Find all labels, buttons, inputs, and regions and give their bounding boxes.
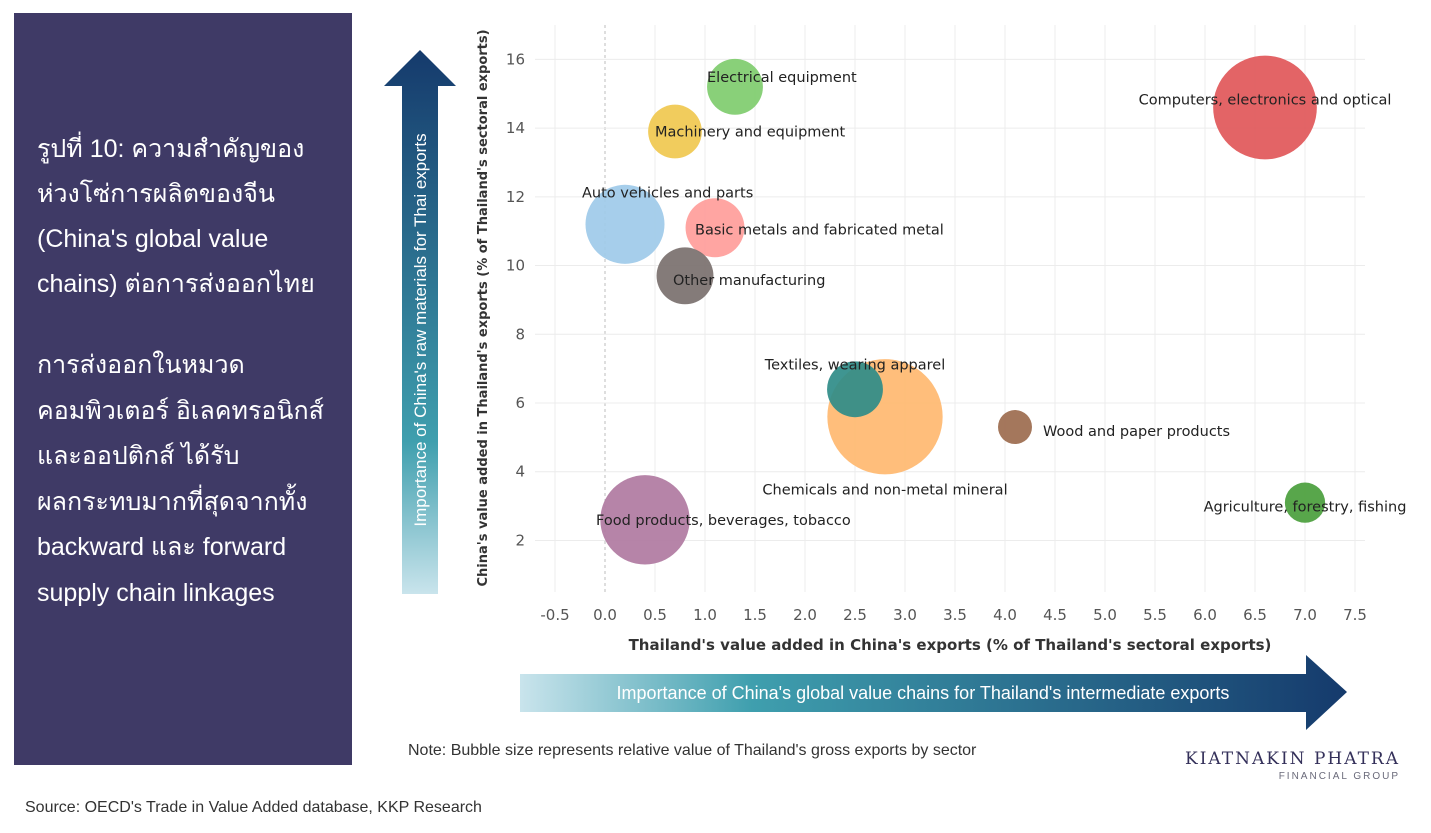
bubble (827, 361, 883, 418)
vertical-arrow: Importance of China's raw materials for … (384, 50, 456, 594)
x-tick-label: 3.0 (893, 606, 917, 624)
horizontal-arrow: Importance of China's global value chain… (520, 655, 1347, 730)
logo-wordmark: KIATNAKIN PHATRA (1185, 749, 1400, 769)
bubble (648, 104, 702, 159)
figure-title-line: ห่วงโซ่การผลิตของจีน (37, 180, 275, 208)
figure-description: การส่งออกในหมวด คอมพิวเตอร์ อิเลคทรอนิกส… (37, 343, 334, 616)
figure-title-line: (China's global value (37, 225, 269, 253)
x-tick-label: 7.5 (1343, 606, 1367, 624)
figure-description-line: supply chain linkages (37, 578, 275, 607)
bubble-label: Computers, electronics and optical (1139, 92, 1392, 108)
x-tick-label: 1.0 (693, 606, 717, 624)
horizontal-arrow-shape (520, 655, 1347, 730)
y-axis-title: China's value added in Thailand's export… (476, 29, 491, 586)
x-tick-label: 1.5 (743, 606, 767, 624)
logo-subtitle: FINANCIAL GROUP (1278, 771, 1400, 782)
y-tick-label: 2 (515, 531, 525, 549)
bubble-label: Textiles, wearing apparel (764, 357, 946, 373)
x-tick-label: -0.5 (540, 606, 569, 624)
bubble-label: Chemicals and non-metal mineral (762, 483, 1007, 499)
y-tick-label: 10 (506, 257, 525, 275)
source-note: Source: OECD's Trade in Value Added data… (25, 799, 482, 816)
bubble-label: Basic metals and fabricated metal (695, 223, 944, 239)
x-tick-label: 0.5 (643, 606, 667, 624)
bubble-label: Agriculture, forestry, fishing (1204, 500, 1407, 516)
y-tick-label: 6 (515, 394, 525, 412)
bubble (685, 198, 745, 258)
y-tick-label: 12 (506, 188, 525, 206)
bubble-label: Food products, beverages, tobacco (596, 513, 851, 529)
x-tick-label: 6.0 (1193, 606, 1217, 624)
y-tick-label: 8 (515, 325, 525, 343)
bubble (600, 475, 690, 565)
bubble-label: Electrical equipment (707, 70, 857, 86)
figure-description-line: และออปติกส์ ได้รับ (37, 442, 240, 470)
x-tick-label: 5.0 (1093, 606, 1117, 624)
bubble (1284, 482, 1326, 523)
x-tick-label: 5.5 (1143, 606, 1167, 624)
x-tick-label: 6.5 (1243, 606, 1267, 624)
bubble (998, 410, 1032, 445)
y-tick-label: 4 (515, 463, 525, 481)
figure-description-line: ผลกระทบมากที่สุดจากทั้ง (37, 487, 308, 516)
x-tick-label: 0.0 (593, 606, 617, 624)
bubble (707, 58, 763, 115)
figure-title-line: chains) ต่อการส่งออกไทย (37, 270, 315, 298)
bubble (1213, 55, 1317, 160)
figure-description-line: การส่งออกในหมวด (37, 351, 245, 379)
bubble (585, 184, 665, 264)
x-axis-title: Thailand's value added in China's export… (629, 636, 1272, 654)
x-tick-label: 2.0 (793, 606, 817, 624)
bubbles (585, 55, 1326, 565)
company-logo: KIATNAKIN PHATRA FINANCIAL GROUP (1168, 748, 1400, 784)
bubble-labels: Computers, electronics and optical Electr… (582, 70, 1406, 529)
horizontal-arrow-label: Importance of China's global value chain… (617, 683, 1230, 703)
y-tick-label: 16 (506, 50, 525, 68)
x-tick-label: 4.5 (1043, 606, 1067, 624)
x-tick-label: 2.5 (843, 606, 867, 624)
figure-description-line: คอมพิวเตอร์ อิเลคทรอนิกส์ (37, 396, 324, 425)
bubble-label: Other manufacturing (673, 273, 825, 289)
vertical-arrow-shape (384, 50, 456, 594)
figure-title-line: รูปที่ 10: ความสำคัญของ (37, 135, 305, 163)
side-panel: รูปที่ 10: ความสำคัญของ ห่วงโซ่การผลิตขอ… (14, 13, 352, 765)
figure-description-line: backward และ forward (37, 533, 287, 561)
vertical-arrow-label: Importance of China's raw materials for … (411, 133, 430, 526)
bubble-label: Wood and paper products (1043, 424, 1230, 440)
bubble (656, 247, 714, 305)
x-tick-label: 3.5 (943, 606, 967, 624)
x-tick-label: 4.0 (993, 606, 1017, 624)
chart-note: Note: Bubble size represents relative va… (408, 742, 977, 759)
figure-title: รูปที่ 10: ความสำคัญของ ห่วงโซ่การผลิตขอ… (37, 127, 334, 307)
bubble-label: Machinery and equipment (655, 125, 846, 141)
bubble-label: Auto vehicles and parts (582, 185, 753, 201)
y-tick-label: 14 (506, 119, 525, 137)
x-tick-label: 7.0 (1293, 606, 1317, 624)
chart-ticks: -0.5 0.0 0.5 1.0 1.5 2.0 2.5 3.0 3.5 4.0 4.5 5.0 5.5… (506, 50, 1367, 624)
